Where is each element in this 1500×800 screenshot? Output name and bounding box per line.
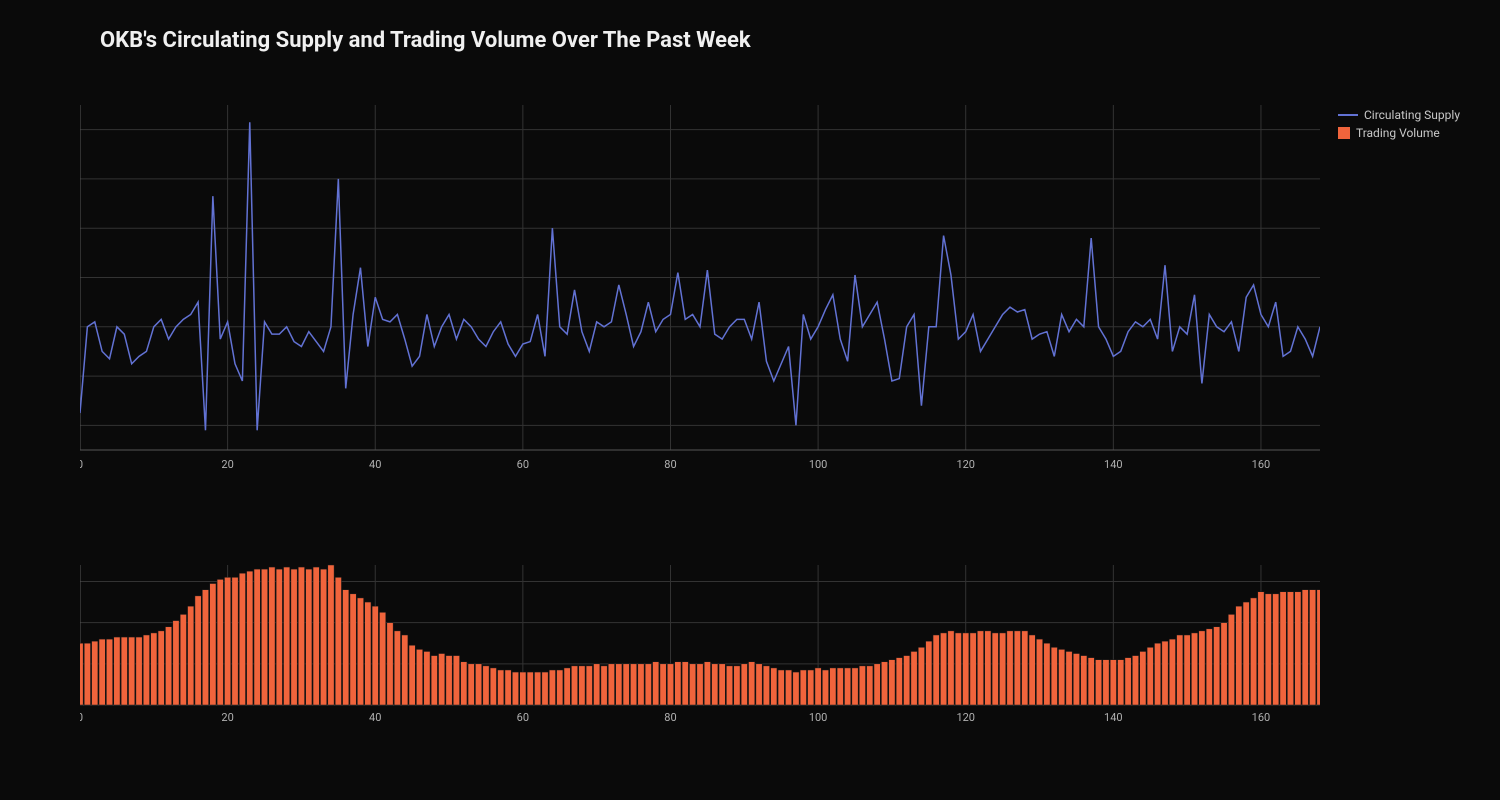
svg-text:60: 60: [517, 458, 529, 471]
svg-text:80: 80: [664, 458, 676, 471]
svg-text:160: 160: [1252, 458, 1271, 471]
legend-label: Circulating Supply: [1364, 108, 1460, 122]
svg-text:20: 20: [221, 458, 233, 471]
svg-text:100: 100: [809, 458, 828, 471]
legend: Circulating Supply Trading Volume: [1338, 108, 1460, 144]
legend-line-icon: [1338, 114, 1358, 116]
svg-text:80: 80: [664, 711, 676, 724]
svg-text:120: 120: [956, 458, 975, 471]
legend-box-icon: [1338, 127, 1350, 139]
svg-text:160: 160: [1252, 711, 1271, 724]
svg-text:140: 140: [1104, 711, 1123, 724]
svg-text:120: 120: [956, 711, 975, 724]
legend-label: Trading Volume: [1356, 126, 1440, 140]
svg-text:140: 140: [1104, 458, 1123, 471]
svg-text:20: 20: [221, 711, 233, 724]
svg-text:60: 60: [517, 711, 529, 724]
supply-chart: 59.6M59.8M60M60.2M60.4M60.6M60.8M0204060…: [80, 100, 1320, 480]
svg-text:0: 0: [80, 458, 83, 471]
chart-container: OKB's Circulating Supply and Trading Vol…: [0, 0, 1500, 800]
chart-title: OKB's Circulating Supply and Trading Vol…: [100, 28, 751, 53]
svg-text:40: 40: [369, 458, 381, 471]
volume-chart: 010M20M30M020406080100120140160: [80, 560, 1320, 730]
svg-text:100: 100: [809, 711, 828, 724]
legend-item-supply: Circulating Supply: [1338, 108, 1460, 122]
svg-text:40: 40: [369, 711, 381, 724]
legend-item-volume: Trading Volume: [1338, 126, 1460, 140]
svg-text:0: 0: [80, 711, 83, 724]
